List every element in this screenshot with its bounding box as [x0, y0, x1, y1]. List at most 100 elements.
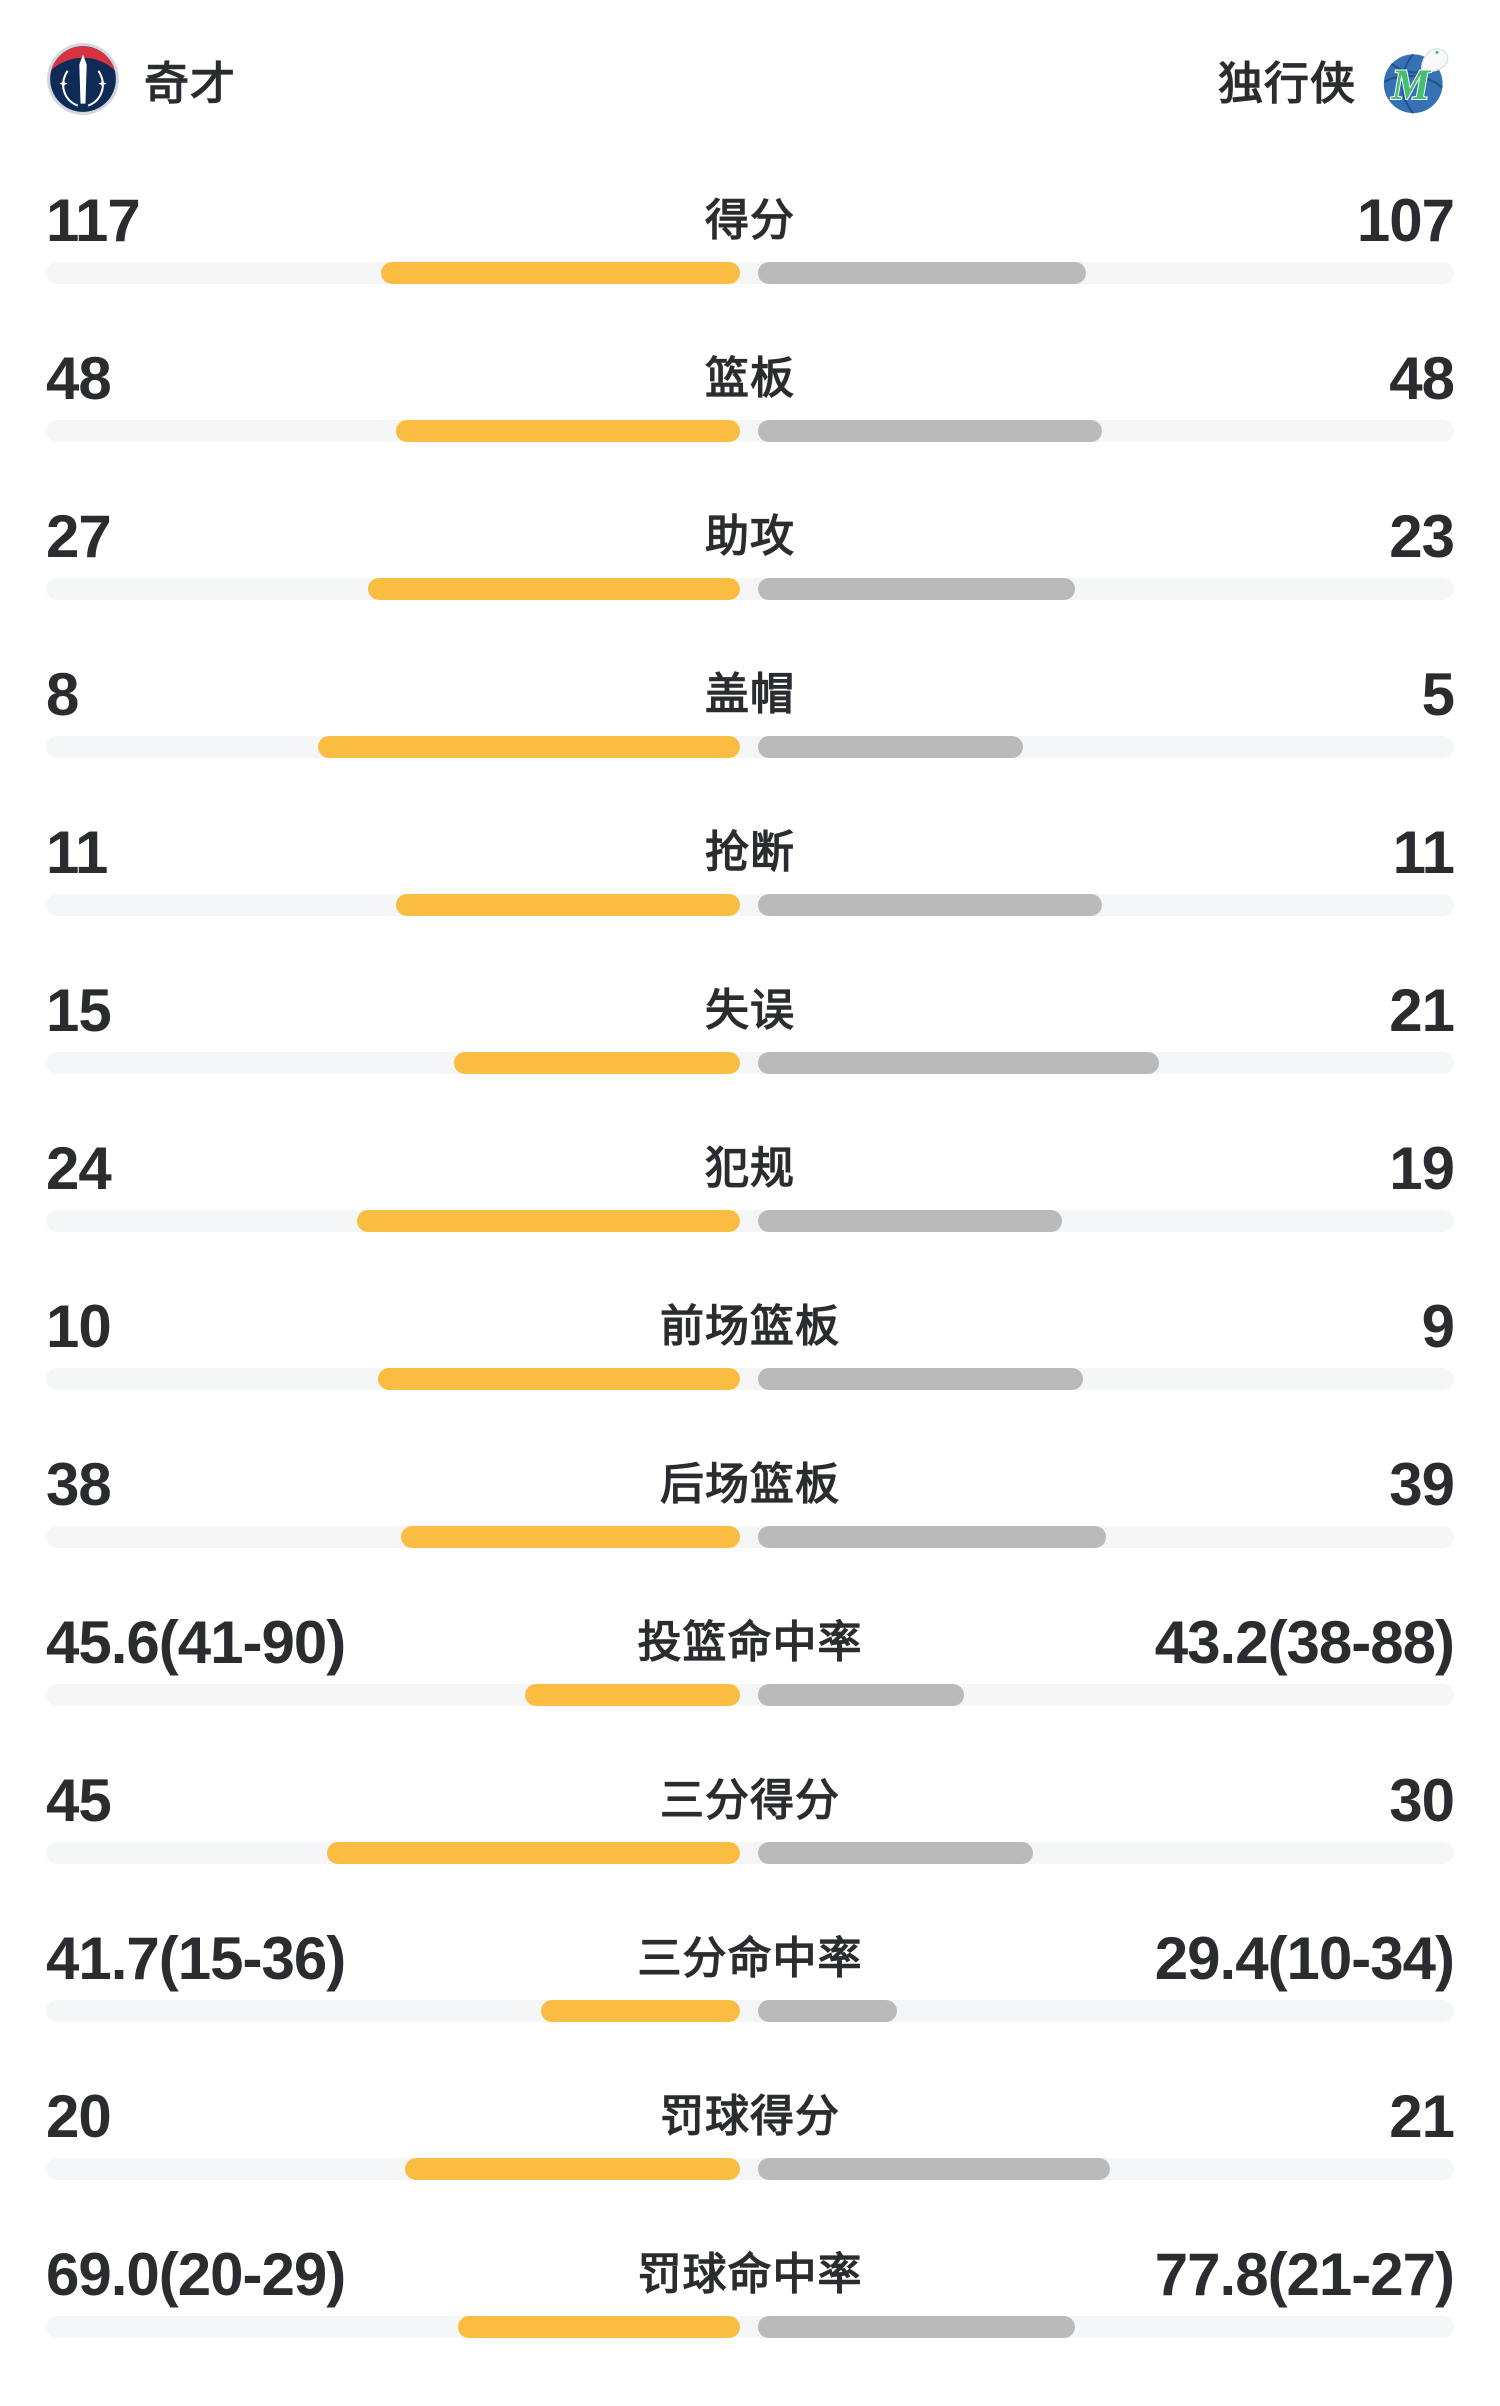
stat-bar-track — [46, 2158, 1454, 2180]
stat-bar-right — [758, 2316, 1075, 2338]
stat-bar-left — [458, 2316, 740, 2338]
stat-left-value: 11 — [46, 819, 108, 886]
stat-bar-right — [758, 894, 1102, 916]
stat-bar-left — [396, 420, 740, 442]
stat-right-value: 29.4(10-34) — [1154, 1925, 1455, 1992]
stat-row: 15 失误 21 — [46, 977, 1455, 1142]
stat-bar-left — [380, 262, 740, 284]
stat-row: 45 三分得分 30 — [46, 1767, 1455, 1932]
stat-bar-track — [46, 1842, 1454, 1864]
stat-right-value: 107 — [1356, 187, 1455, 254]
stat-label: 助攻 — [705, 512, 795, 561]
stat-bar-left — [357, 1210, 740, 1232]
stat-left-value: 117 — [46, 187, 141, 254]
stat-row: 8 盖帽 5 — [46, 661, 1455, 826]
stat-bar-track — [46, 736, 1454, 758]
stat-bar-right — [758, 1842, 1033, 1864]
stat-right-value: 43.2(38-88) — [1154, 1609, 1455, 1676]
stat-label: 篮板 — [705, 354, 795, 403]
stat-bar-track — [46, 1210, 1454, 1232]
stat-left-value: 41.7(15-36) — [46, 1925, 346, 1992]
stat-bar-left — [524, 1684, 740, 1706]
stat-row: 11 抢断 11 — [46, 819, 1455, 984]
stat-row-values: 8 盖帽 5 — [46, 661, 1455, 728]
stat-label: 得分 — [705, 196, 795, 245]
stat-bar-right — [758, 1526, 1106, 1548]
stat-bar-track — [46, 1052, 1454, 1074]
stat-bar-track — [46, 1526, 1454, 1548]
stat-row-values: 11 抢断 11 — [46, 819, 1455, 886]
stat-row: 41.7(15-36) 三分命中率 29.4(10-34) — [46, 1925, 1455, 2090]
stat-label: 前场篮板 — [660, 1302, 840, 1351]
stat-label: 失误 — [705, 986, 795, 1035]
stat-bar-track — [46, 2316, 1454, 2338]
stat-right-value: 11 — [1392, 819, 1455, 886]
stat-bar-right — [758, 2000, 898, 2022]
stat-label: 后场篮板 — [660, 1460, 840, 1509]
stat-label: 罚球命中率 — [637, 2250, 863, 2299]
stat-bar-left — [400, 1526, 740, 1548]
stat-bar-left — [396, 894, 740, 916]
stat-bar-left — [368, 578, 740, 600]
stat-right-value: 9 — [1421, 1293, 1455, 1360]
stat-right-value: 39 — [1389, 1451, 1455, 1518]
stat-row: 24 犯规 19 — [46, 1135, 1455, 1300]
stat-left-value: 45 — [46, 1767, 112, 1834]
stat-bar-right — [758, 262, 1087, 284]
stat-row-values: 27 助攻 23 — [46, 503, 1455, 570]
stat-bar-right — [758, 1210, 1063, 1232]
stat-row: 10 前场篮板 9 — [46, 1293, 1455, 1458]
stat-row: 69.0(20-29) 罚球命中率 77.8(21-27) — [46, 2241, 1455, 2406]
stat-bar-right — [758, 1684, 964, 1706]
stat-left-value: 69.0(20-29) — [46, 2241, 346, 2308]
stat-bar-right — [758, 2158, 1110, 2180]
stat-bar-track — [46, 420, 1454, 442]
stat-bar-track — [46, 262, 1454, 284]
stat-bar-right — [758, 420, 1102, 442]
stat-left-value: 8 — [46, 661, 79, 728]
stat-right-value: 21 — [1389, 977, 1455, 1044]
stat-row-values: 69.0(20-29) 罚球命中率 77.8(21-27) — [46, 2241, 1455, 2308]
stat-right-value: 48 — [1389, 345, 1455, 412]
stat-bar-track — [46, 578, 1454, 600]
team-left: 奇才 — [46, 42, 236, 116]
stat-bar-track — [46, 1368, 1454, 1390]
stat-bar-right — [758, 736, 1023, 758]
stat-row: 117 得分 107 — [46, 187, 1455, 352]
stat-right-value: 30 — [1389, 1767, 1455, 1834]
stat-right-value: 5 — [1421, 661, 1455, 728]
stat-row-values: 117 得分 107 — [46, 187, 1455, 254]
stat-bar-left — [378, 1368, 740, 1390]
stat-row-values: 45.6(41-90) 投篮命中率 43.2(38-88) — [46, 1609, 1455, 1676]
team-left-name: 奇才 — [144, 57, 237, 109]
stat-bar-right — [758, 1368, 1084, 1390]
stat-label: 犯规 — [705, 1144, 795, 1193]
stat-label: 三分得分 — [660, 1776, 840, 1825]
stat-row-values: 38 后场篮板 39 — [46, 1451, 1455, 1518]
stat-bar-left — [327, 1842, 740, 1864]
stat-row-values: 45 三分得分 30 — [46, 1767, 1455, 1834]
stat-bar-left — [454, 1052, 740, 1074]
team-right-name: 独行侠 — [1217, 57, 1356, 109]
stat-right-value: 21 — [1389, 2083, 1455, 2150]
mavericks-logo-icon: M — [1383, 48, 1449, 114]
stat-label: 盖帽 — [705, 670, 795, 719]
stat-row-values: 24 犯规 19 — [46, 1135, 1455, 1202]
stat-left-value: 10 — [46, 1293, 112, 1360]
stat-label: 三分命中率 — [637, 1934, 863, 1983]
wizards-logo-icon — [47, 43, 119, 115]
stat-row-values: 48 篮板 48 — [46, 345, 1455, 412]
stat-label: 罚球得分 — [660, 2092, 840, 2141]
stat-right-value: 77.8(21-27) — [1154, 2241, 1455, 2308]
header: 奇才 独行侠 M — [46, 0, 1454, 118]
stat-row-values: 10 前场篮板 9 — [46, 1293, 1455, 1360]
stats-list: 117 得分 107 48 篮板 48 27 助攻 23 8 盖帽 5 11 抢断 11 15 失误 21 24 犯规… — [46, 118, 1455, 2406]
stat-row: 38 后场篮板 39 — [46, 1451, 1455, 1616]
stat-bar-right — [758, 578, 1075, 600]
stat-bar-left — [317, 736, 740, 758]
stat-right-value: 19 — [1389, 1135, 1455, 1202]
stat-bar-right — [758, 1052, 1160, 1074]
team-right: 独行侠 M — [1218, 42, 1454, 116]
stat-row: 48 篮板 48 — [46, 345, 1455, 510]
stat-left-value: 27 — [46, 503, 112, 570]
